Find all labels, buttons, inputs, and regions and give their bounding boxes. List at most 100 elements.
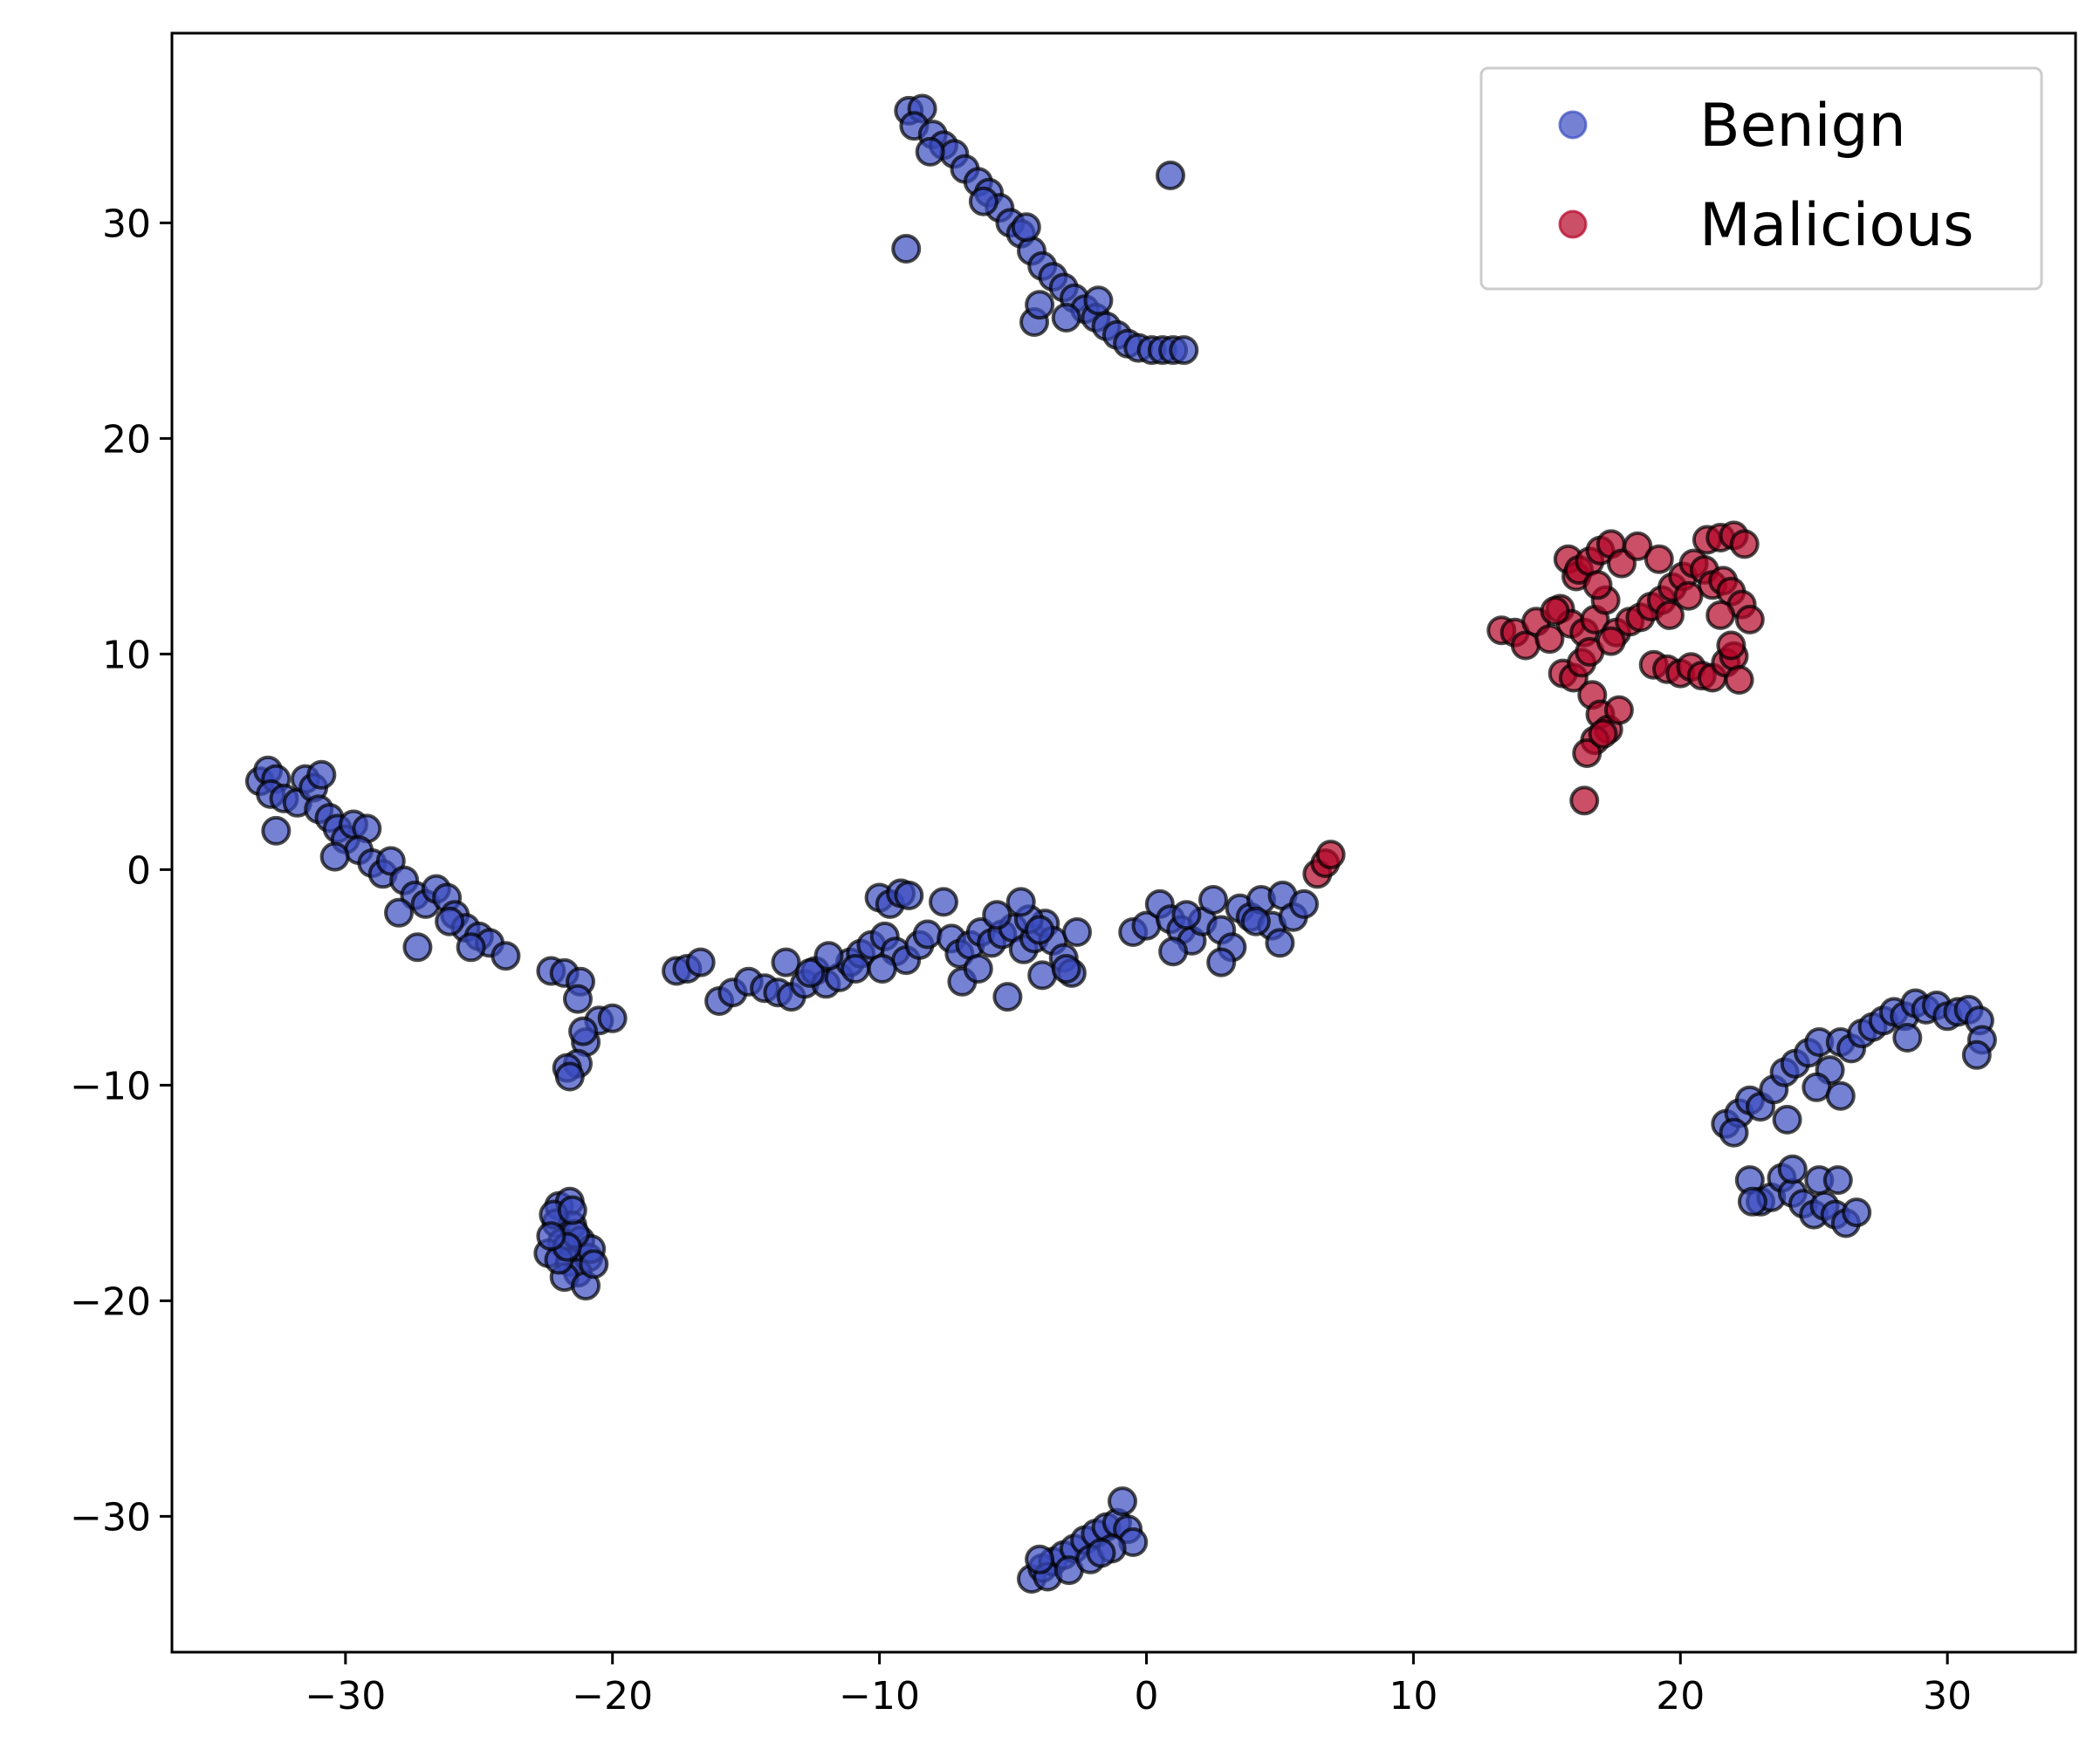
legend-marker-malicious	[1558, 209, 1588, 239]
data-point-benign	[1171, 900, 1202, 930]
y-tick-label: 20	[102, 417, 151, 462]
data-point-benign	[435, 906, 465, 936]
data-point-malicious	[1588, 718, 1618, 749]
data-point-benign	[1822, 1165, 1853, 1196]
plot-area	[172, 33, 2076, 1652]
data-point-benign	[1027, 960, 1058, 991]
data-point-benign	[1719, 1117, 1749, 1148]
data-point-benign	[1801, 1072, 1832, 1102]
data-point-benign	[536, 1221, 566, 1252]
x-tick-label: 10	[1389, 1674, 1438, 1718]
y-tick-label: −10	[70, 1064, 151, 1108]
data-point-malicious	[1603, 695, 1634, 725]
data-point-malicious	[1734, 604, 1765, 635]
x-tick-label: 20	[1656, 1674, 1705, 1718]
data-point-benign	[771, 947, 801, 978]
data-point-malicious	[1572, 738, 1602, 768]
data-point-malicious	[1655, 600, 1685, 630]
data-point-benign	[1025, 1544, 1055, 1574]
data-point-benign	[1737, 1186, 1767, 1217]
data-point-benign	[579, 1249, 609, 1279]
data-point-benign	[306, 759, 337, 790]
data-point-benign	[813, 941, 844, 971]
data-point-benign	[1265, 928, 1295, 958]
data-point-benign	[1289, 888, 1319, 919]
data-point-benign	[867, 954, 897, 984]
data-point-malicious	[1644, 544, 1674, 574]
y-tick-label: −20	[70, 1279, 151, 1324]
data-point-benign	[929, 887, 958, 917]
data-point-benign	[1777, 1154, 1808, 1184]
data-point-benign	[795, 957, 826, 988]
data-point-benign	[1961, 1039, 1992, 1070]
data-point-malicious	[1534, 624, 1565, 655]
data-point-malicious	[1724, 665, 1754, 695]
data-point-benign	[1005, 887, 1036, 917]
y-tick-label: −30	[70, 1495, 151, 1540]
data-point-benign	[261, 815, 292, 846]
legend: Benign Malicious	[1479, 66, 2043, 291]
data-point-benign	[1086, 1538, 1116, 1568]
data-point-benign	[685, 947, 716, 978]
data-point-benign	[1206, 947, 1237, 978]
y-axis: −30 −20 −10 0 10 20 30	[70, 202, 172, 1540]
y-tick-label: 0	[127, 848, 151, 893]
data-point-benign	[1892, 1023, 1923, 1053]
data-point-benign	[894, 881, 924, 910]
data-point-malicious	[1729, 529, 1760, 559]
data-point-benign	[891, 234, 922, 264]
x-tick-label: 30	[1923, 1674, 1972, 1718]
data-point-benign	[554, 1061, 585, 1092]
data-point-benign	[912, 919, 943, 950]
data-point-malicious	[1582, 570, 1613, 600]
data-point-benign	[963, 954, 993, 984]
data-points	[244, 93, 1997, 1594]
data-point-benign	[568, 1016, 599, 1046]
data-point-benign	[1062, 917, 1092, 947]
data-point-benign	[1083, 285, 1114, 316]
y-tick-label: 30	[102, 202, 151, 246]
data-point-benign	[992, 982, 1023, 1012]
legend-box	[1479, 66, 2043, 291]
data-point-malicious	[1315, 840, 1346, 870]
data-point-benign	[597, 1003, 628, 1033]
data-point-benign	[1025, 915, 1055, 945]
series-benign	[244, 93, 1997, 1594]
x-tick-label: −20	[572, 1674, 653, 1718]
data-point-benign	[1169, 335, 1199, 366]
data-point-malicious	[1623, 531, 1653, 561]
data-point-benign	[563, 984, 593, 1014]
data-point-benign	[1158, 936, 1189, 967]
data-point-benign	[319, 841, 350, 872]
data-point-benign	[491, 941, 521, 971]
y-tick-label: 10	[102, 633, 151, 677]
data-point-malicious	[1596, 626, 1626, 656]
data-point-malicious	[1540, 596, 1570, 626]
x-axis: −30 −20 −10 0 10 20 30	[305, 1652, 1972, 1718]
data-point-benign	[1025, 290, 1055, 320]
data-point-benign	[1011, 212, 1041, 243]
data-point-benign	[968, 186, 999, 216]
data-point-benign	[1842, 1197, 1872, 1228]
data-point-malicious	[1705, 600, 1736, 630]
data-point-benign	[1108, 1486, 1137, 1517]
data-point-benign	[402, 932, 433, 963]
data-point-benign	[557, 1195, 587, 1225]
legend-label-benign: Benign	[1699, 92, 1906, 161]
data-point-malicious	[1716, 630, 1747, 661]
x-tick-label: 0	[1135, 1674, 1159, 1718]
data-point-benign	[456, 932, 486, 963]
data-point-benign	[915, 136, 945, 167]
data-point-benign	[841, 954, 871, 984]
x-tick-label: −30	[305, 1674, 386, 1718]
data-point-benign	[1051, 954, 1081, 984]
data-point-benign	[1051, 303, 1081, 333]
axes-frame	[170, 31, 2077, 1654]
legend-label-malicious: Malicious	[1699, 191, 1974, 260]
legend-marker-benign	[1558, 110, 1588, 140]
data-point-malicious	[1673, 580, 1704, 611]
data-point-benign	[1772, 1104, 1802, 1135]
x-tick-label: −10	[839, 1674, 920, 1718]
data-point-benign	[1825, 1080, 1856, 1111]
